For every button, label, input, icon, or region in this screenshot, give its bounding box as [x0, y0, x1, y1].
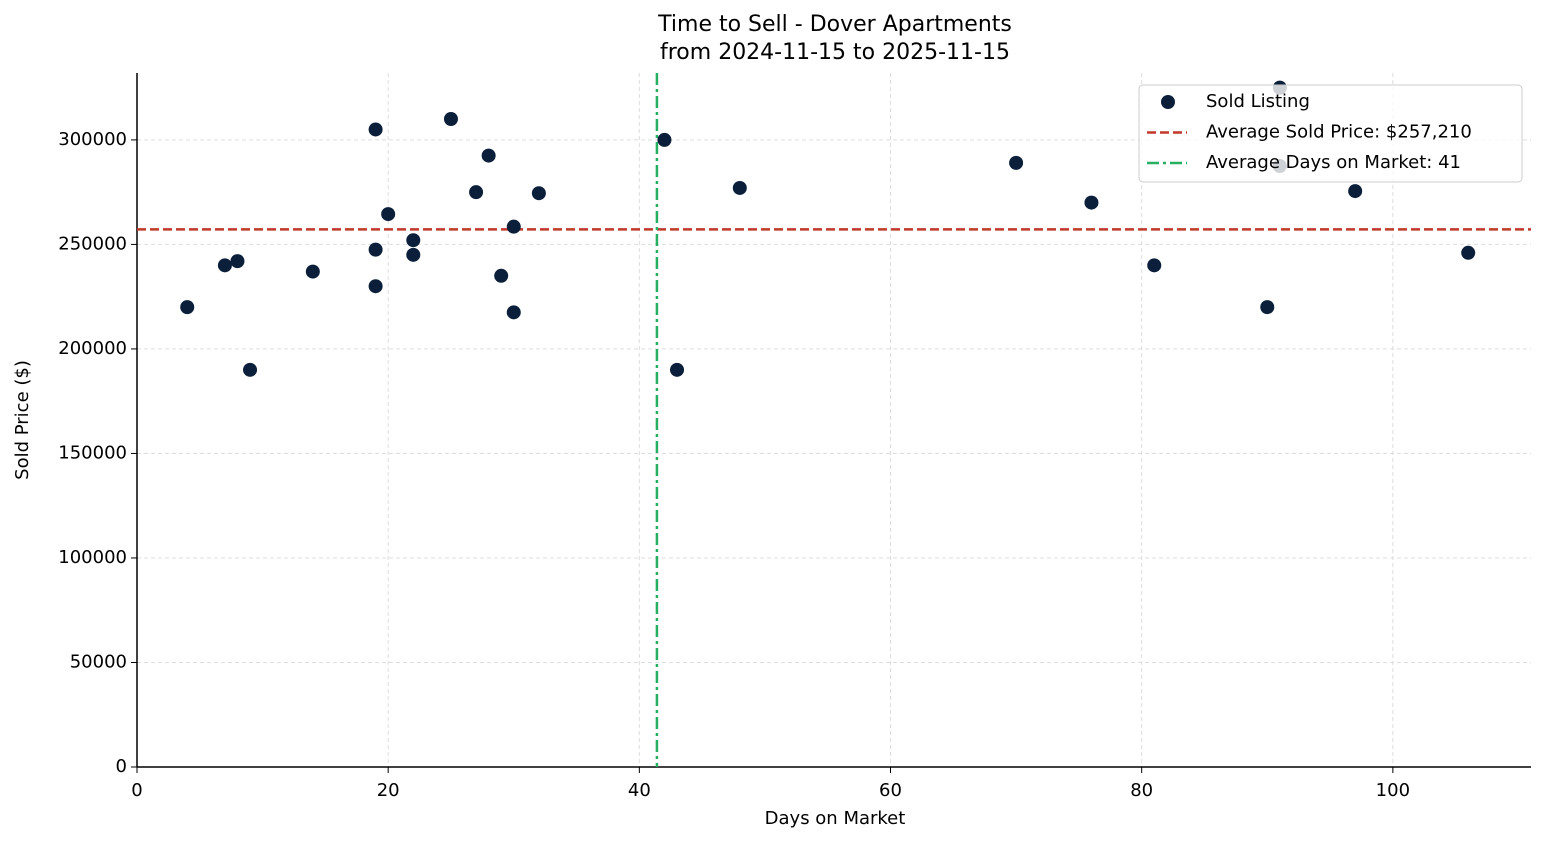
- x-tick-label: 0: [131, 780, 142, 801]
- legend-label: Average Days on Market: 41: [1206, 152, 1461, 173]
- point: [657, 132, 672, 147]
- point: [381, 207, 396, 222]
- y-axis-label: Sold Price ($): [12, 360, 33, 480]
- x-tick-label: 20: [377, 780, 400, 801]
- x-tick-label: 80: [1130, 780, 1153, 801]
- y-tick-label: 0: [116, 756, 127, 777]
- point: [243, 362, 258, 377]
- point: [1348, 184, 1363, 199]
- point: [368, 279, 383, 294]
- point: [732, 180, 747, 195]
- point: [469, 185, 484, 200]
- point: [494, 268, 509, 283]
- point: [531, 186, 546, 201]
- point: [506, 219, 521, 234]
- point: [1461, 245, 1476, 260]
- y-tick-label: 200000: [58, 338, 127, 359]
- legend-label: Average Sold Price: $257,210: [1206, 122, 1472, 143]
- point: [1260, 300, 1275, 315]
- y-tick-label: 250000: [58, 233, 127, 254]
- legend: Sold Listing Average Sold Price: $257,210…: [1138, 84, 1523, 183]
- x-tick-label: 100: [1376, 780, 1410, 801]
- point: [230, 254, 245, 269]
- chart-subtitle: from 2024-11-15 to 2025-11-15: [660, 40, 1010, 65]
- point: [305, 264, 320, 279]
- y-tick-label: 300000: [58, 129, 127, 150]
- legend-label: Sold Listing: [1206, 91, 1310, 112]
- point: [1009, 155, 1024, 170]
- point: [406, 247, 421, 262]
- x-axis-label: Days on Market: [765, 808, 906, 829]
- point: [481, 148, 496, 163]
- legend-box: [1138, 84, 1523, 183]
- point: [443, 111, 458, 126]
- x-tick-label: 60: [879, 780, 902, 801]
- point: [1084, 195, 1099, 210]
- point: [368, 242, 383, 257]
- point: [670, 362, 685, 377]
- point: [180, 300, 195, 315]
- y-tick-label: 100000: [58, 547, 127, 568]
- x-tick-label: 40: [628, 780, 651, 801]
- point: [406, 233, 421, 248]
- y-tick-label: 50000: [70, 651, 127, 672]
- point: [368, 122, 383, 137]
- point: [1147, 258, 1162, 273]
- point: [506, 305, 521, 320]
- y-tick-label: 150000: [58, 442, 127, 463]
- point: [217, 258, 232, 273]
- legend-marker: [1161, 95, 1175, 109]
- chart-title: Time to Sell - Dover Apartments: [657, 12, 1012, 37]
